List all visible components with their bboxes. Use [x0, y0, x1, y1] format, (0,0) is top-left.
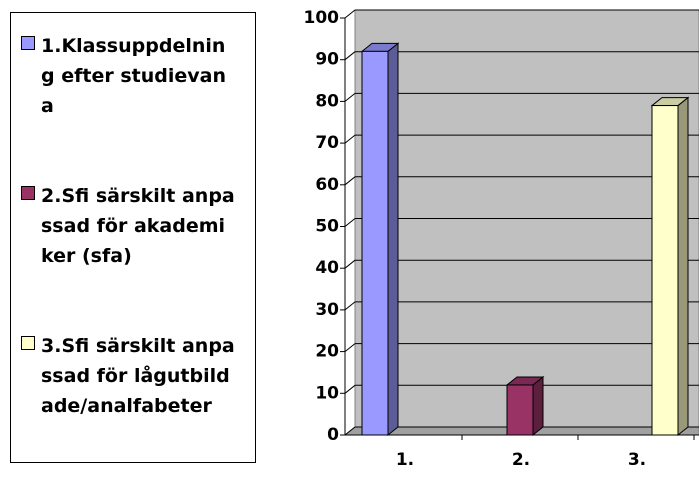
- grid-line-side: [344, 384, 356, 394]
- bar-side: [677, 96, 689, 437]
- grid-line-side: [344, 426, 356, 436]
- y-tick-label: 10: [315, 383, 339, 403]
- grid-line-side: [344, 9, 356, 19]
- y-tick-label: 60: [315, 175, 339, 195]
- y-tick-label: 0: [327, 425, 339, 445]
- y-tick-label: 30: [315, 300, 339, 320]
- legend-swatch: [21, 36, 35, 50]
- legend-entry: 2.Sfi särskilt anpassad för akademiker (…: [21, 181, 247, 271]
- legend-entry: 3.Sfi särskilt anpassad för lågutbildade…: [21, 331, 247, 421]
- grid-line-side: [344, 343, 356, 352]
- grid-line-side: [344, 259, 356, 269]
- bar: [505, 375, 545, 437]
- grid-line-side: [344, 218, 356, 227]
- bar-front: [506, 384, 534, 436]
- bar-front: [651, 105, 679, 436]
- bar-side: [532, 375, 544, 437]
- legend-swatch: [21, 186, 35, 200]
- y-tick-label: 80: [315, 91, 339, 111]
- legend-label: 1.Klassuppdelning efter studievana: [41, 35, 226, 117]
- grid-line-side: [344, 176, 356, 186]
- grid-line-side: [344, 93, 356, 102]
- y-tick-label: 50: [315, 217, 339, 237]
- grid-line-side: [344, 51, 356, 61]
- legend-label: 2.Sfi särskilt anpassad för akademiker (…: [41, 185, 235, 267]
- legend: 1.Klassuppdelning efter studievana 2.Sfi …: [10, 12, 256, 463]
- y-tick-label: 100: [304, 8, 340, 28]
- bar: [650, 96, 690, 437]
- bar-front: [361, 50, 389, 436]
- legend-label: 3.Sfi särskilt anpassad för lågutbildade…: [41, 335, 235, 417]
- x-tick-label: 2.: [512, 450, 530, 470]
- legend-entry: 1.Klassuppdelning efter studievana: [21, 31, 247, 121]
- bar-side: [387, 42, 399, 437]
- y-tick-label: 90: [315, 50, 339, 70]
- bar: [360, 42, 400, 437]
- grid-line-side: [344, 301, 356, 311]
- legend-swatch: [21, 336, 35, 350]
- y-tick-label: 20: [315, 342, 339, 362]
- x-tick-label: 3.: [628, 450, 646, 470]
- y-tick-label: 70: [315, 133, 339, 153]
- grid-line-side: [344, 134, 356, 144]
- y-tick-label: 40: [315, 258, 339, 278]
- x-tick-label: 1.: [396, 450, 414, 470]
